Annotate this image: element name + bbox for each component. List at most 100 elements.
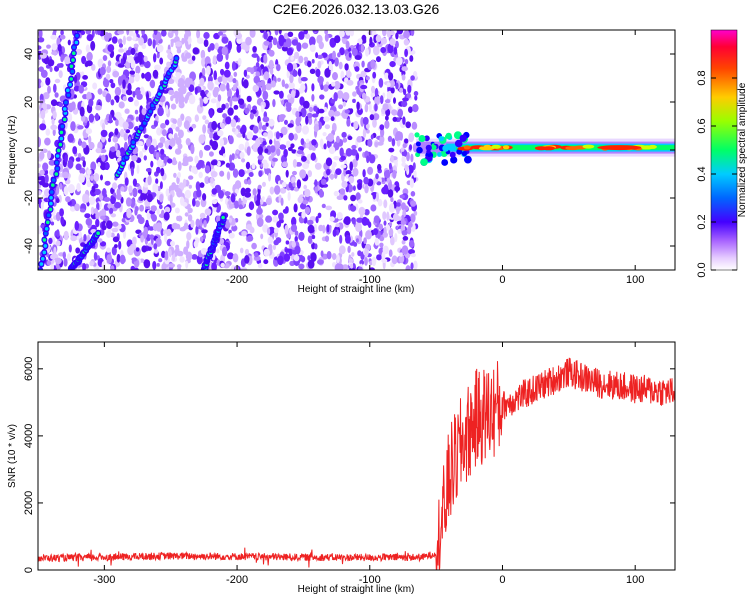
heatmap-cell bbox=[132, 236, 137, 246]
heatmap-cell bbox=[169, 194, 173, 205]
heatmap-cell bbox=[38, 59, 41, 66]
heatmap-cell bbox=[387, 43, 394, 54]
heatmap-cell bbox=[395, 131, 403, 141]
heatmap-cell bbox=[410, 153, 414, 163]
heatmap-cell bbox=[251, 242, 257, 250]
heatmap-cell bbox=[354, 55, 362, 60]
heatmap-cell bbox=[293, 254, 300, 262]
heatmap-cell bbox=[285, 206, 289, 213]
heatmap-cell bbox=[119, 128, 125, 138]
heatmap-cell bbox=[295, 110, 300, 118]
heatmap-cell bbox=[388, 147, 395, 153]
heatmap-cell bbox=[355, 222, 362, 232]
heatmap-tone-core bbox=[46, 213, 51, 218]
heatmap-cell bbox=[348, 267, 356, 270]
heatmap-cell bbox=[346, 118, 351, 127]
heatmap-cell bbox=[380, 127, 385, 138]
heatmap-cell bbox=[208, 151, 214, 157]
signal-burst-cell bbox=[420, 158, 428, 166]
heatmap-cell bbox=[249, 112, 254, 120]
heatmap-cell bbox=[109, 79, 114, 84]
heatmap-cell bbox=[38, 190, 42, 196]
heatmap-cell bbox=[161, 263, 167, 270]
heatmap-cell bbox=[364, 184, 369, 194]
heatmap-cell bbox=[286, 62, 294, 72]
heatmap-cell bbox=[318, 224, 324, 232]
heatmap-cell bbox=[135, 116, 139, 122]
heatmap-cell bbox=[405, 265, 411, 270]
heatmap-cell bbox=[370, 59, 376, 69]
heatmap-cell bbox=[149, 79, 156, 89]
spectrogram-xtick-label: -100 bbox=[359, 274, 381, 286]
heatmap-cell bbox=[90, 206, 95, 216]
heatmap-cell bbox=[299, 169, 307, 179]
heatmap-cell bbox=[217, 31, 224, 36]
heatmap-cell bbox=[116, 253, 121, 263]
heatmap-cell bbox=[228, 217, 232, 223]
heatmap-cell bbox=[343, 195, 348, 201]
colorbar-tick-label: 0.6 bbox=[696, 118, 708, 133]
heatmap-cell bbox=[46, 44, 51, 49]
heatmap-cell bbox=[357, 199, 363, 204]
heatmap-cell bbox=[248, 172, 254, 177]
heatmap-cell bbox=[156, 159, 163, 167]
heatmap-cell bbox=[230, 193, 236, 203]
heatmap-cell bbox=[198, 171, 203, 179]
heatmap-cell bbox=[232, 253, 239, 263]
heatmap-tone-core bbox=[64, 100, 68, 105]
heatmap-cell bbox=[279, 114, 286, 119]
heatmap-cell bbox=[179, 256, 185, 263]
heatmap-cell bbox=[161, 209, 165, 216]
heatmap-cell bbox=[55, 198, 60, 204]
heatmap-cell bbox=[238, 197, 242, 206]
heatmap-cell bbox=[312, 113, 319, 118]
heatmap-cell bbox=[408, 144, 413, 151]
heatmap-cell bbox=[112, 221, 119, 227]
heatmap-cell bbox=[78, 84, 84, 94]
signal-hot-cell bbox=[463, 145, 471, 150]
heatmap-cell bbox=[244, 248, 250, 256]
heatmap-cell bbox=[337, 52, 341, 58]
snr-xtick-label: 0 bbox=[499, 574, 505, 586]
heatmap-cell bbox=[251, 53, 259, 58]
heatmap-cell bbox=[413, 91, 419, 96]
heatmap-cell bbox=[150, 160, 154, 168]
heatmap-cell bbox=[242, 131, 246, 139]
colorbar-tick-label: 0.2 bbox=[696, 214, 708, 229]
heatmap-cell bbox=[210, 160, 218, 166]
heatmap-cell bbox=[110, 232, 115, 238]
heatmap-cell bbox=[402, 116, 406, 125]
heatmap-tone-core bbox=[72, 51, 76, 55]
heatmap-cell bbox=[235, 88, 240, 98]
heatmap-cell bbox=[294, 236, 298, 243]
heatmap-cell bbox=[365, 76, 370, 81]
heatmap-cell bbox=[307, 255, 311, 261]
heatmap-cell bbox=[255, 137, 261, 148]
heatmap-cell bbox=[173, 172, 177, 178]
heatmap-tone-core bbox=[46, 220, 50, 225]
heatmap-cell bbox=[248, 201, 255, 211]
heatmap-tone-core bbox=[66, 88, 70, 93]
heatmap-cell bbox=[403, 30, 410, 39]
heatmap-cell bbox=[90, 175, 94, 181]
heatmap-cell bbox=[53, 30, 57, 35]
heatmap-cell bbox=[401, 155, 406, 164]
heatmap-cell bbox=[181, 56, 188, 62]
heatmap-cell bbox=[264, 148, 269, 154]
heatmap-cell bbox=[298, 263, 305, 270]
signal-burst-cell bbox=[441, 159, 449, 166]
heatmap-cell bbox=[217, 76, 223, 83]
heatmap-cell bbox=[156, 166, 161, 174]
heatmap-cell bbox=[114, 142, 118, 152]
heatmap-cell bbox=[372, 228, 379, 236]
heatmap-cell bbox=[85, 128, 93, 135]
heatmap-cell bbox=[209, 139, 213, 147]
heatmap-cell bbox=[168, 89, 175, 96]
heatmap-cell bbox=[38, 37, 45, 43]
heatmap-cell bbox=[293, 133, 298, 141]
heatmap-cell bbox=[320, 178, 327, 185]
heatmap-cell bbox=[284, 83, 289, 89]
heatmap-cell bbox=[367, 138, 373, 148]
heatmap-cell bbox=[88, 98, 94, 107]
heatmap-tone-core bbox=[74, 40, 79, 45]
